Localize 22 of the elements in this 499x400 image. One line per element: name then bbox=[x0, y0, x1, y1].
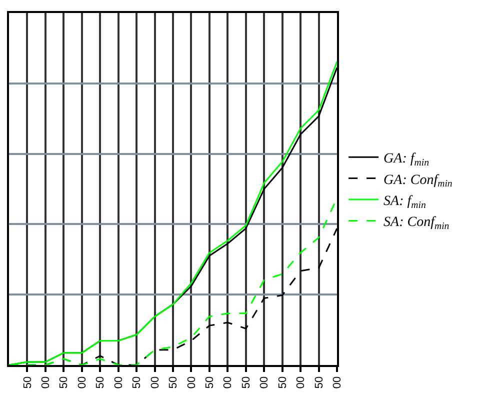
x-tick-label: 50 bbox=[240, 376, 252, 389]
x-tick-label: 00 bbox=[258, 376, 271, 389]
x-tick-label: 00 bbox=[149, 376, 162, 389]
x-tick-label: 50 bbox=[276, 376, 289, 389]
x-tick-label: 50 bbox=[168, 376, 180, 389]
x-tick-label: 00 bbox=[295, 376, 308, 389]
x-tick-label: 00 bbox=[40, 376, 52, 389]
x-tick-label: 50 bbox=[58, 376, 70, 389]
legend-label: GA: f$_{min}$ bbox=[384, 152, 430, 168]
x-tick-label: 00 bbox=[76, 376, 88, 389]
x-tick-label: 50 bbox=[313, 376, 326, 389]
legend-label: SA: Conf$_{min}$ bbox=[384, 215, 450, 232]
legend-label: GA: Conf$_{min}$ bbox=[384, 172, 452, 190]
legend-label: SA: f$_{min}$ bbox=[384, 194, 426, 211]
x-tick-label: 50 bbox=[204, 376, 216, 389]
x-tick-label: 50 bbox=[94, 376, 107, 389]
x-tick-label: 00 bbox=[222, 376, 234, 389]
x-tick-label: 50 bbox=[131, 376, 144, 389]
x-tick-label: 00 bbox=[332, 376, 344, 389]
x-tick-label: 00 bbox=[186, 376, 198, 389]
x-tick-label: 00 bbox=[112, 376, 125, 389]
x-tick-label: 50 bbox=[22, 376, 34, 389]
